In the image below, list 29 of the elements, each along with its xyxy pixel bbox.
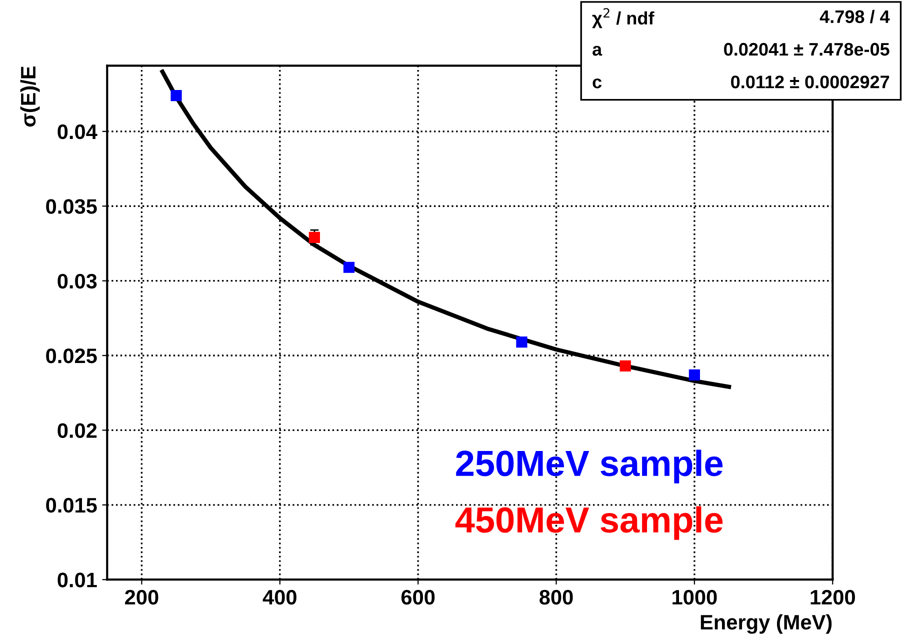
point: [620, 360, 631, 372]
y-tick-label: 0.03: [58, 274, 97, 289]
point: [343, 262, 355, 273]
y-axis-title: σ(E)/E: [20, 66, 40, 127]
y-tick-label: 0.025: [46, 348, 97, 364]
point: [516, 336, 528, 348]
annotation: c: [592, 78, 602, 88]
text: 250MeV sample: [456, 450, 723, 484]
x-axis-title: Energy (MeV): [700, 614, 832, 634]
x-tick-label: 200: [125, 590, 158, 605]
annotation: 0.0112 ± 0.0002927: [731, 76, 890, 88]
text: 0.02041 ± 7.478e-05: [724, 42, 890, 56]
text: 4.798 / 4: [820, 10, 890, 24]
point: [688, 369, 700, 380]
x-tick-label: 600: [401, 590, 435, 605]
point: [170, 90, 182, 102]
text: 450MeV sample: [455, 506, 723, 540]
text: a: [592, 46, 602, 56]
x-tick-label: 400: [262, 590, 296, 605]
y-tick-label: 0.01: [58, 572, 97, 588]
point: [308, 232, 320, 244]
x-tick-label: 1000: [672, 590, 717, 605]
text: χ$^{2}$ / ndf: [592, 8, 654, 28]
x-tick-label: 800: [540, 590, 573, 605]
y-tick-label: 0.015: [46, 498, 97, 513]
y-tick-label: 0.04: [58, 124, 98, 140]
y-tick-label: 0.02: [58, 423, 97, 438]
x-tick-label: 1200: [810, 590, 855, 605]
y-tick-label: 0.035: [46, 199, 97, 214]
